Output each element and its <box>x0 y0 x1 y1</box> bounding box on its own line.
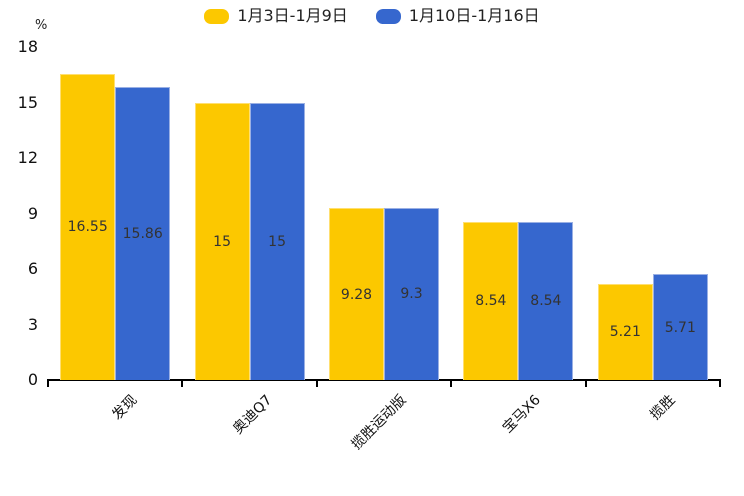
y-axis-tick-label: 15 <box>17 92 38 112</box>
legend-item-week1[interactable]: 1月3日-1月9日 <box>204 7 348 25</box>
x-axis-tick <box>719 379 721 387</box>
bar-宝马X6-1月3日-1月9日[interactable]: 8.54 <box>463 222 519 380</box>
bar-value-label: 15.86 <box>122 225 163 242</box>
y-axis-tick-label: 6 <box>27 259 38 278</box>
bar-宝马X6-1月10日-1月16日[interactable]: 8.54 <box>518 222 574 380</box>
bar-value-label: 8.54 <box>475 293 507 310</box>
legend-item-week2[interactable]: 1月10日-1月16日 <box>375 6 540 25</box>
x-axis-tick <box>584 379 587 387</box>
bar-value-label: 9.3 <box>400 286 423 303</box>
bar-value-label: 15 <box>213 233 231 250</box>
x-axis-category-label: 宝马X6 <box>499 392 544 437</box>
bar-value-label: 16.55 <box>67 219 108 236</box>
x-axis-tick <box>315 379 318 387</box>
legend-swatch-week1-icon <box>204 8 230 24</box>
y-axis-tick-label: 9 <box>27 203 38 223</box>
x-axis-tick <box>47 379 49 387</box>
y-axis-tick-label: 0 <box>27 370 38 389</box>
chart-legend: 1月3日-1月9日 1月10日-1月16日 <box>0 7 744 25</box>
bar-揽胜-1月3日-1月9日[interactable]: 5.21 <box>597 283 653 380</box>
bar-揽胜运动版-1月10日-1月16日[interactable]: 9.3 <box>384 207 439 380</box>
bar-奥迪Q7-1月3日-1月9日[interactable]: 15 <box>194 102 250 380</box>
x-axis-line <box>48 379 721 381</box>
bar-value-label: 8.54 <box>530 293 562 310</box>
y-axis-tick-label: 12 <box>17 148 38 167</box>
x-axis-category-label: 发现 <box>109 392 141 424</box>
legend-swatch-week2-icon <box>375 8 401 24</box>
x-axis-category-label: 揽胜 <box>647 392 679 424</box>
bar-揽胜运动版-1月3日-1月9日[interactable]: 9.28 <box>329 208 384 380</box>
y-axis-unit-label: % <box>35 18 48 33</box>
bar-奥迪Q7-1月10日-1月16日[interactable]: 15 <box>249 102 305 380</box>
bar-value-label: 9.28 <box>340 286 373 303</box>
bar-value-label: 15 <box>268 233 286 250</box>
bar-value-label: 5.71 <box>664 319 696 336</box>
bar-value-label: 5.21 <box>609 324 641 341</box>
bar-揽胜-1月10日-1月16日[interactable]: 5.71 <box>652 274 708 380</box>
legend-label-week1: 1月3日-1月9日 <box>237 6 348 25</box>
y-axis-tick-label: 3 <box>27 314 38 334</box>
x-axis-category-label: 奥迪Q7 <box>229 392 276 438</box>
x-axis-tick <box>450 379 453 387</box>
bar-发现-1月3日-1月9日[interactable]: 16.55 <box>60 73 116 380</box>
legend-label-week2: 1月10日-1月16日 <box>408 6 540 25</box>
x-axis-tick <box>181 379 184 387</box>
x-axis-category-label: 揽胜运动版 <box>348 392 410 453</box>
y-axis-tick-label: 18 <box>17 37 38 56</box>
bar-发现-1月10日-1月16日[interactable]: 15.86 <box>115 86 171 380</box>
